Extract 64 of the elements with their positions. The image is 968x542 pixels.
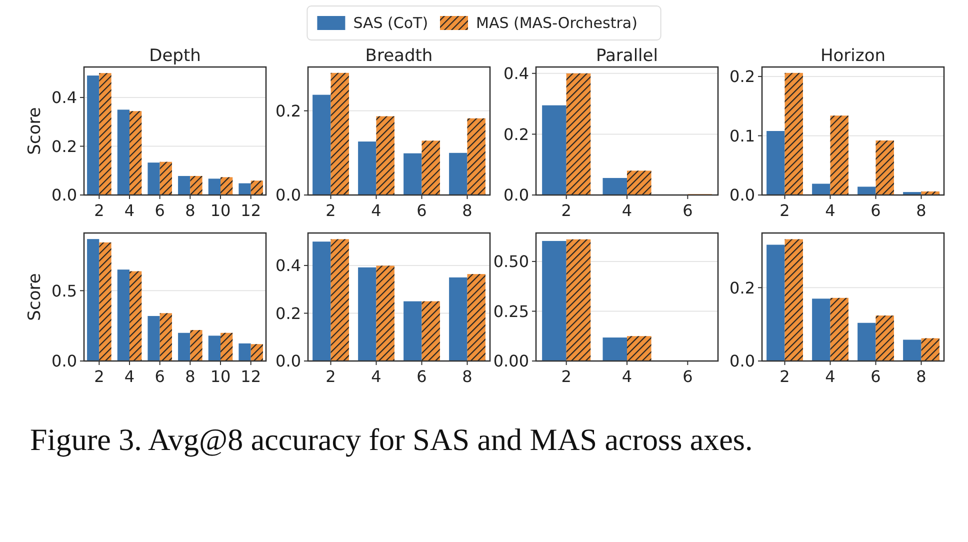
legend-label: SAS (CoT) [353, 14, 428, 32]
y-tick-label: 0.25 [493, 302, 529, 321]
x-tick-label: 2 [561, 367, 572, 386]
chart-title: Breadth [365, 46, 433, 66]
x-tick-label: 6 [416, 367, 427, 386]
y-axis-title: Score [25, 107, 45, 155]
y-tick-label: 0.4 [276, 256, 301, 276]
x-tick-label: 8 [462, 201, 472, 220]
y-tick-label: 0.0 [52, 352, 77, 371]
y-tick-label: 0.2 [730, 67, 755, 86]
chart-title: Horizon [820, 46, 886, 66]
y-tick-label: 0.0 [276, 186, 301, 205]
x-tick-label: 6 [416, 201, 427, 220]
y-tick-label: 0.2 [52, 136, 77, 156]
y-tick-label: 0.1 [730, 126, 755, 146]
x-tick-label: 6 [682, 367, 693, 386]
y-tick-label: 0.0 [730, 186, 755, 205]
x-tick-label: 8 [916, 201, 926, 220]
x-tick-label: 10 [210, 367, 231, 386]
y-tick-label: 0.2 [276, 101, 301, 120]
x-tick-label: 2 [326, 201, 336, 220]
x-tick-label: 4 [825, 201, 836, 220]
y-tick-label: 0.4 [52, 88, 77, 108]
y-tick-label: 0.0 [504, 186, 529, 205]
y-tick-label: 0.0 [730, 352, 755, 371]
x-tick-label: 4 [371, 201, 382, 220]
y-tick-label: 0.0 [276, 352, 301, 371]
x-tick-label: 6 [682, 201, 693, 220]
x-tick-label: 8 [185, 367, 196, 386]
y-tick-label: 0.5 [52, 281, 77, 300]
chart-title: Depth [149, 46, 201, 66]
x-tick-label: 6 [154, 367, 165, 386]
x-tick-label: 2 [780, 367, 790, 386]
y-tick-label: 0.2 [276, 304, 301, 323]
x-tick-label: 6 [154, 201, 165, 220]
x-tick-label: 4 [124, 201, 135, 220]
chart-title: Parallel [596, 46, 658, 66]
x-tick-label: 2 [94, 367, 104, 386]
x-tick-label: 8 [185, 201, 196, 220]
y-tick-label: 0.2 [730, 278, 755, 298]
x-tick-label: 4 [371, 367, 382, 386]
x-tick-label: 4 [622, 201, 632, 220]
x-tick-label: 8 [916, 367, 926, 386]
y-tick-label: 0.00 [493, 352, 529, 371]
y-axis-title: Score [25, 273, 45, 321]
caption: Figure 3. Avg@8 accuracy for SAS and MAS across axes. [30, 422, 753, 457]
x-tick-label: 8 [462, 367, 472, 386]
x-tick-label: 2 [94, 201, 104, 220]
y-tick-label: 0.0 [52, 186, 77, 205]
x-tick-label: 6 [870, 201, 881, 220]
x-tick-label: 4 [124, 367, 135, 386]
x-tick-label: 6 [870, 367, 881, 386]
legend-label: MAS (MAS-Orchestra) [476, 14, 638, 32]
x-tick-label: 2 [326, 367, 336, 386]
y-tick-label: 0.2 [504, 124, 529, 144]
x-tick-label: 4 [825, 367, 836, 386]
x-tick-label: 4 [622, 367, 632, 386]
y-tick-label: 0.4 [504, 64, 529, 83]
x-tick-label: 2 [780, 201, 790, 220]
x-tick-label: 12 [240, 367, 262, 386]
y-tick-label: 0.50 [493, 252, 529, 272]
x-tick-label: 10 [210, 201, 231, 220]
x-tick-label: 12 [240, 201, 262, 220]
x-tick-label: 2 [561, 201, 572, 220]
